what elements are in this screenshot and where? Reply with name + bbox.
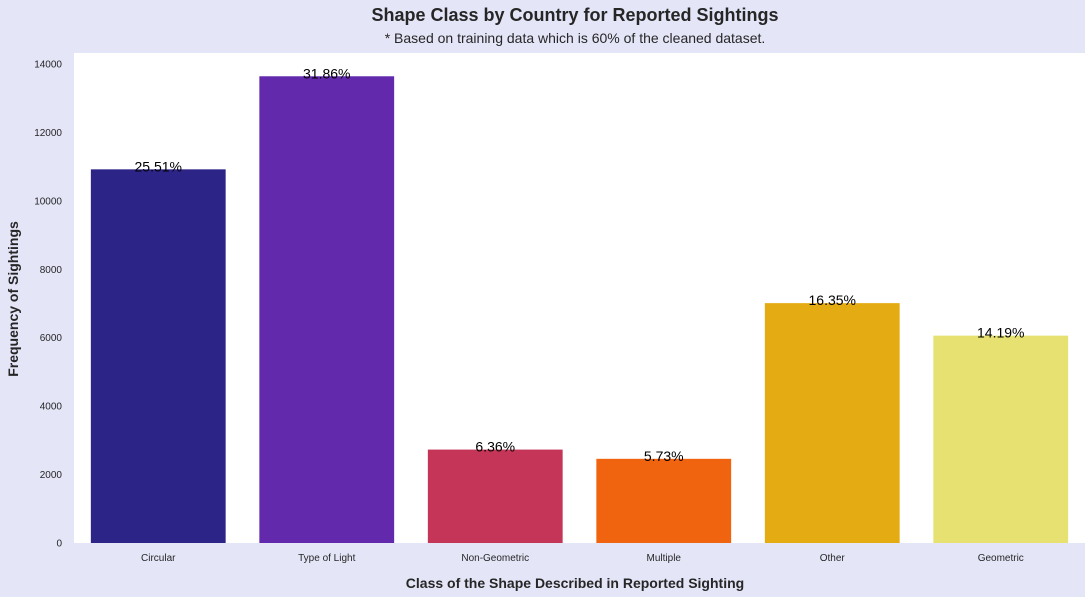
data-label: 14.19% [977, 325, 1024, 341]
data-label: 31.86% [303, 65, 350, 81]
x-tick-label: Other [820, 553, 846, 564]
y-tick-label: 4000 [40, 402, 63, 413]
y-tick-label: 0 [56, 539, 62, 550]
chart-subtitle: * Based on training data which is 60% of… [384, 30, 766, 46]
chart-title: Shape Class by Country for Reported Sigh… [371, 5, 779, 25]
x-axis-label: Class of the Shape Described in Reported… [406, 575, 744, 591]
y-tick-label: 2000 [40, 470, 63, 481]
y-tick-label: 6000 [40, 333, 63, 344]
data-label: 25.51% [135, 158, 182, 174]
bar [90, 169, 226, 544]
data-label: 6.36% [475, 439, 515, 455]
x-tick-label: Type of Light [298, 553, 355, 564]
plot-area [74, 53, 1085, 543]
y-tick-label: 10000 [34, 196, 62, 207]
y-tick-label: 8000 [40, 265, 63, 276]
x-axis: Circular Type of Light Non-Geometric Multip… [141, 553, 1024, 564]
bar [764, 303, 900, 543]
bar [933, 335, 1069, 543]
bar [427, 449, 563, 543]
x-tick-label: Circular [141, 553, 176, 564]
x-tick-label: Multiple [647, 553, 682, 564]
bar [259, 76, 395, 543]
x-tick-label: Non-Geometric [461, 553, 529, 564]
bars [90, 76, 1069, 544]
data-label: 5.73% [644, 448, 684, 464]
data-labels: 25.51% 31.86% 6.36% 5.73% 16.35% 14.19% [135, 65, 1025, 464]
bar [596, 458, 732, 543]
x-tick-label: Geometric [978, 553, 1024, 564]
y-axis: 0 2000 4000 6000 8000 10000 12000 14000 [34, 59, 62, 549]
y-tick-label: 12000 [34, 128, 62, 139]
y-axis-label: Frequency of Sightings [5, 221, 21, 377]
data-label: 16.35% [809, 292, 856, 308]
y-tick-label: 14000 [34, 59, 62, 70]
